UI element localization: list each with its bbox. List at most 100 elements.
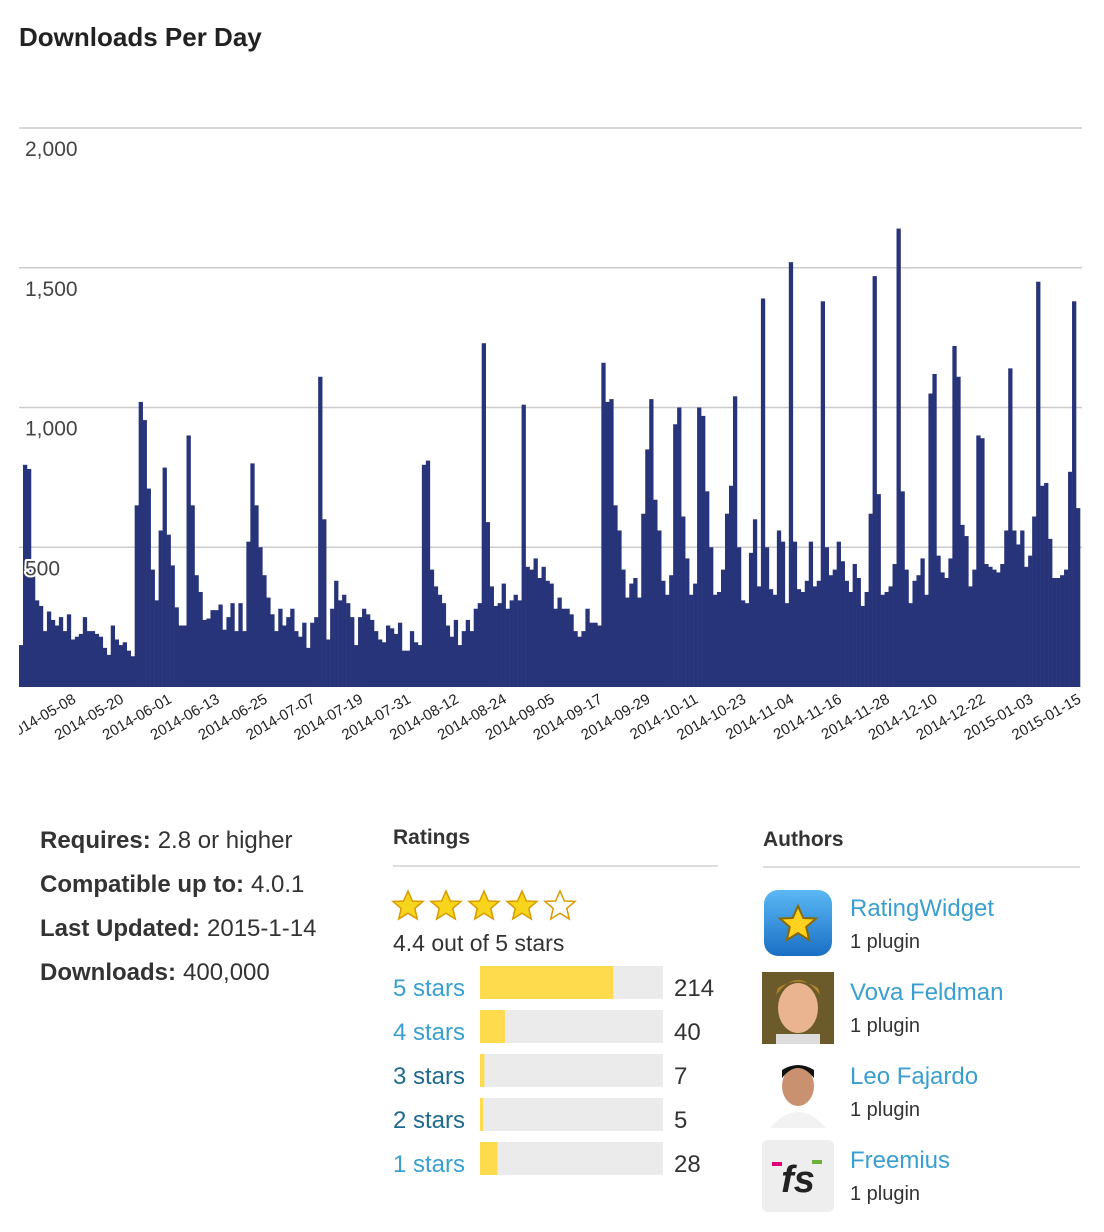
bar bbox=[318, 376, 323, 687]
rating-link[interactable]: 1 stars bbox=[393, 1151, 465, 1178]
bar bbox=[457, 645, 463, 687]
bar bbox=[613, 505, 618, 687]
rating-count: 5 bbox=[674, 1107, 687, 1134]
rating-count: 214 bbox=[674, 975, 714, 1002]
bar bbox=[513, 594, 518, 687]
bar bbox=[1052, 577, 1057, 687]
bar bbox=[373, 631, 379, 687]
bar bbox=[752, 519, 758, 687]
bar bbox=[972, 569, 977, 687]
bar bbox=[1076, 508, 1081, 687]
bar bbox=[198, 591, 203, 687]
bar bbox=[529, 569, 534, 687]
avatar bbox=[764, 890, 832, 956]
bar bbox=[980, 438, 985, 687]
author-name[interactable]: Leo Fajardo bbox=[850, 1063, 978, 1090]
detail-value: 2015-1-14 bbox=[207, 915, 316, 942]
bar bbox=[70, 639, 76, 687]
y-tick-label: 1,000 bbox=[25, 418, 78, 441]
bar bbox=[908, 603, 913, 687]
bar bbox=[489, 586, 494, 687]
detail-label: Requires: bbox=[40, 827, 151, 854]
bar bbox=[517, 600, 522, 687]
bar bbox=[342, 594, 347, 687]
bar bbox=[1028, 555, 1033, 687]
bar bbox=[90, 631, 96, 687]
bar bbox=[126, 650, 131, 687]
bar bbox=[804, 580, 810, 687]
bar bbox=[401, 650, 407, 687]
bar bbox=[290, 608, 295, 687]
bar bbox=[645, 449, 650, 687]
bar bbox=[114, 639, 120, 687]
bar bbox=[693, 583, 698, 687]
bar bbox=[880, 594, 885, 687]
rating-bar bbox=[480, 966, 614, 999]
bar bbox=[250, 463, 255, 687]
rating-bar bbox=[480, 1098, 484, 1131]
bar bbox=[381, 642, 387, 687]
rating-link[interactable]: 4 stars bbox=[393, 1019, 465, 1046]
bar bbox=[429, 569, 435, 687]
bar bbox=[884, 591, 889, 687]
bar bbox=[1016, 544, 1021, 687]
bar bbox=[625, 597, 630, 687]
bar bbox=[621, 569, 626, 687]
bar bbox=[94, 633, 100, 687]
bar bbox=[1000, 564, 1005, 687]
bar bbox=[54, 625, 60, 687]
bar bbox=[326, 639, 331, 687]
bar bbox=[449, 636, 455, 687]
bar bbox=[856, 577, 861, 687]
bar bbox=[437, 594, 443, 687]
bar bbox=[377, 639, 383, 687]
bar bbox=[461, 631, 467, 687]
bar bbox=[42, 631, 48, 687]
bar bbox=[358, 617, 363, 687]
bar bbox=[633, 577, 638, 687]
author-name[interactable]: Vova Feldman bbox=[850, 979, 1003, 1006]
bar bbox=[154, 600, 159, 687]
author-plugins: 1 plugin bbox=[850, 1099, 920, 1121]
bar bbox=[334, 580, 339, 687]
bar bbox=[661, 580, 666, 687]
bar bbox=[78, 633, 84, 687]
bar bbox=[641, 513, 646, 687]
bar bbox=[776, 530, 782, 687]
author-name[interactable]: RatingWidget bbox=[850, 895, 994, 922]
rating-link[interactable]: 3 stars bbox=[393, 1063, 465, 1090]
bar bbox=[366, 614, 371, 687]
bar bbox=[170, 565, 175, 687]
author-plugins: 1 plugin bbox=[850, 1015, 920, 1037]
bar bbox=[242, 631, 247, 687]
bar bbox=[1004, 530, 1009, 687]
bar bbox=[589, 622, 594, 687]
bar bbox=[322, 519, 327, 687]
bar bbox=[860, 605, 865, 687]
bar bbox=[609, 399, 614, 687]
bar bbox=[445, 625, 451, 687]
bar bbox=[780, 541, 786, 687]
bar bbox=[258, 547, 263, 687]
bar bbox=[453, 619, 459, 687]
bar bbox=[800, 591, 806, 687]
bar bbox=[936, 555, 941, 687]
bar bbox=[665, 594, 670, 687]
bar bbox=[146, 488, 151, 687]
bar bbox=[872, 276, 877, 687]
bar bbox=[916, 575, 921, 687]
bar bbox=[764, 547, 770, 687]
bar bbox=[210, 610, 215, 687]
detail-item: Compatible up to: 4.0.1 bbox=[40, 871, 304, 898]
bar bbox=[940, 572, 945, 687]
bar bbox=[485, 522, 490, 687]
bar bbox=[820, 301, 826, 687]
bar bbox=[601, 362, 606, 687]
bar bbox=[441, 603, 447, 687]
rating-link[interactable]: 2 stars bbox=[393, 1107, 465, 1134]
bar bbox=[561, 608, 566, 687]
rating-link[interactable]: 5 stars bbox=[393, 975, 465, 1002]
author-name[interactable]: Freemius bbox=[850, 1147, 950, 1174]
rating-bar bbox=[480, 1010, 505, 1043]
bar bbox=[385, 625, 391, 687]
